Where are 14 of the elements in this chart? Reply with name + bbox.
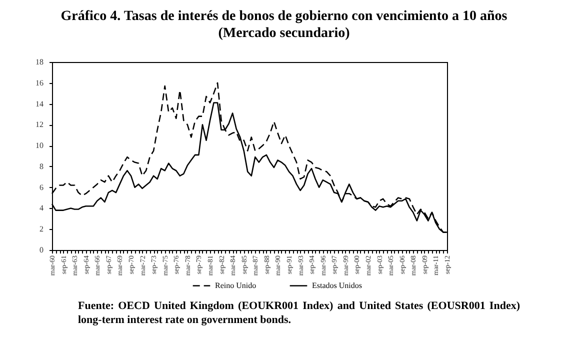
y-tick-label: 12 <box>36 120 44 130</box>
y-tick-label: 2 <box>40 224 44 234</box>
source-note: Fuente: OECD United Kingdom (EOUKR001 Index) and United States (EOUSR001 Index) long-term interest rate on government bonds. <box>78 299 520 327</box>
y-tick-label: 18 <box>36 58 44 66</box>
y-tick-label: 14 <box>36 99 44 108</box>
legend-label: Estados Unidos <box>312 280 362 290</box>
y-tick-label: 8 <box>40 162 44 171</box>
legend-label: Reino Unido <box>215 280 256 290</box>
y-tick-label: 10 <box>36 141 44 150</box>
y-tick-label: 6 <box>40 182 44 192</box>
y-tick-label: 4 <box>40 204 44 213</box>
y-tick-label: 16 <box>36 78 44 88</box>
chart-title: Gráfico 4. Tasas de interés de bonos de gobierno con vencimiento a 10 años (Mercado secundario) <box>60 8 508 42</box>
y-tick-label: 0 <box>40 246 44 254</box>
